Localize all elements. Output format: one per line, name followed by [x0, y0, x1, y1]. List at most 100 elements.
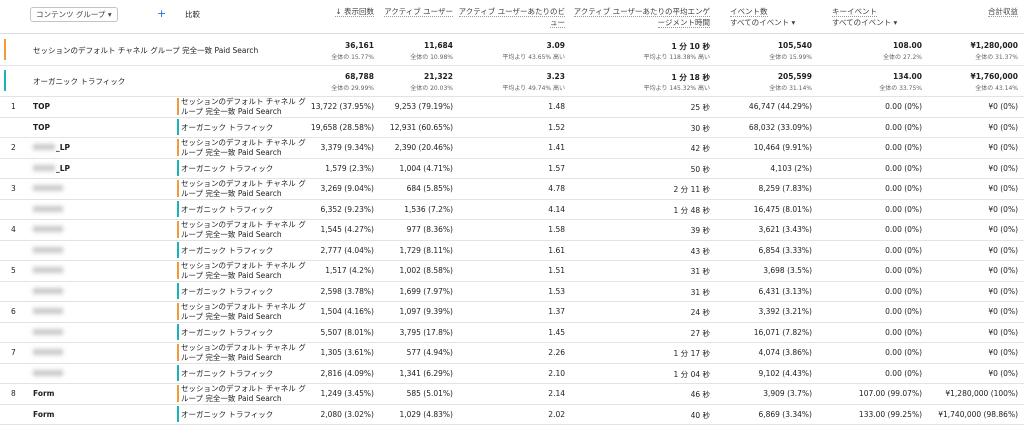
summary-value: 36,161	[345, 41, 374, 50]
channel-label: セッションのデフォルト チャネル グループ 完全一致 Paid Search	[181, 302, 306, 321]
metric-value: 10,464 (9.91%)	[753, 143, 812, 152]
metric-value: 40 秒	[690, 410, 710, 420]
metric-value: 19,658 (28.58%)	[310, 122, 374, 132]
channel-marker	[177, 221, 179, 238]
metric-value: ¥0 (0%)	[988, 327, 1018, 337]
metric-value: 1.45	[548, 327, 565, 337]
column-title[interactable]: ↓ 表示回数	[335, 7, 374, 17]
metric-value: 46,747 (44.29%)	[748, 102, 812, 111]
metric-value: 1.51	[548, 266, 565, 275]
metric-value: 684 (5.85%)	[406, 184, 453, 193]
summary-value: ¥1,760,000	[970, 72, 1018, 81]
metric-value: 0.00 (0%)	[885, 266, 922, 275]
column-header[interactable]: アクティブ ユーザーあたりのビュー	[457, 6, 565, 28]
metric-value: 8,259 (7.83%)	[758, 184, 812, 193]
metric-value: 1,729 (8.11%)	[399, 245, 453, 255]
metric-value: 2.10	[548, 368, 565, 378]
metric-value: 24 秒	[690, 308, 710, 317]
metric-value: ¥0 (0%)	[988, 102, 1018, 111]
data-row: _LP オーガニック トラフィック 1,579 (2.3%) 1,004 (4.71%…	[0, 158, 1024, 179]
metric-value: 1,504 (4.16%)	[320, 307, 374, 316]
column-filter[interactable]: すべてのイベント ▾	[832, 18, 898, 27]
data-row: オーガニック トラフィック 2,777 (4.04%) 1,729 (8.11%) 1…	[0, 240, 1024, 261]
metric-value: 16,071 (7.82%)	[753, 327, 812, 337]
column-title[interactable]: アクティブ ユーザーあたりの平均エンゲージメント時間	[573, 7, 710, 28]
column-header[interactable]: ↓ 表示回数	[316, 6, 374, 17]
metric-value: ¥0 (0%)	[988, 286, 1018, 296]
metric-value: 3,621 (3.43%)	[758, 225, 812, 234]
column-filter[interactable]: すべてのイベント ▾	[730, 18, 796, 27]
column-header[interactable]: アクティブ ユーザーあたりの平均エンゲージメント時間	[569, 6, 710, 28]
metric-value: 2.26	[548, 348, 565, 357]
metric-value: 977 (8.36%)	[406, 225, 453, 234]
metric-value: 0.00 (0%)	[885, 225, 922, 234]
summary-value: 105,540	[777, 41, 812, 50]
metric-value: 25 秒	[690, 103, 710, 112]
dimension-select[interactable]: コンテンツ グループ ▾	[30, 7, 118, 22]
column-title[interactable]: イベント数	[730, 7, 768, 17]
summary-sub: 全体の 31.37%	[975, 54, 1018, 61]
channel-marker	[177, 98, 179, 115]
column-title[interactable]: アクティブ ユーザーあたりのビュー	[458, 7, 565, 28]
redacted-name	[33, 308, 63, 314]
row-index: 6	[11, 307, 16, 316]
metric-value: ¥0 (0%)	[988, 163, 1018, 173]
metric-value: 12,931 (60.65%)	[389, 122, 453, 132]
summary-sub: 平均より 43.65% 高い	[502, 54, 565, 61]
metric-value: ¥0 (0%)	[988, 348, 1018, 357]
metric-value: 3,392 (3.21%)	[758, 307, 812, 316]
metric-value: 13,722 (37.95%)	[310, 102, 374, 111]
content-group: _LP	[56, 143, 71, 152]
channel-marker	[177, 200, 179, 217]
channel-marker	[177, 303, 179, 320]
column-header[interactable]: 合計収益	[926, 6, 1018, 17]
summary-value: 68,788	[345, 72, 374, 81]
column-title[interactable]: キーイベント	[832, 7, 877, 17]
row-index: 7	[11, 348, 16, 357]
data-row: 3 セッションのデフォルト チャネル グループ 完全一致 Paid Search 3…	[0, 178, 1024, 200]
metric-value: 2,816 (4.09%)	[320, 368, 374, 378]
metric-value: 0.00 (0%)	[885, 184, 922, 193]
metric-value: ¥1,740,000 (98.86%)	[938, 409, 1018, 419]
metric-value: 1 分 17 秒	[673, 349, 710, 358]
column-header[interactable]: キーイベント すべてのイベント ▾	[832, 6, 938, 28]
metric-value: 2,598 (3.78%)	[320, 286, 374, 296]
channel-label: セッションのデフォルト チャネル グループ 完全一致 Paid Search	[181, 343, 306, 362]
metric-value: 3,909 (3.7%)	[763, 389, 812, 398]
column-title[interactable]: 合計収益	[988, 7, 1018, 17]
metric-value: 4.78	[548, 184, 565, 193]
summary-value: 11,684	[424, 41, 453, 50]
data-row: 7 セッションのデフォルト チャネル グループ 完全一致 Paid Search 1…	[0, 342, 1024, 364]
metric-value: 3,379 (9.34%)	[320, 143, 374, 152]
channel-label: セッションのデフォルト チャネル グループ 完全一致 Paid Search	[181, 261, 306, 280]
add-button[interactable]: +	[157, 7, 167, 20]
content-group: TOP	[33, 102, 50, 111]
metric-value: 2,777 (4.04%)	[320, 245, 374, 255]
metric-value: 107.00 (99.07%)	[858, 389, 922, 398]
summary-sub: 全体の 31.14%	[769, 85, 812, 92]
channel-marker	[177, 282, 179, 299]
content-group: TOP	[33, 122, 50, 132]
metric-value: 0.00 (0%)	[885, 307, 922, 316]
data-row: 1 TOP セッションのデフォルト チャネル グループ 完全一致 Paid Sear…	[0, 96, 1024, 118]
redacted-name	[33, 349, 63, 355]
column-header[interactable]: イベント数 すべてのイベント ▾	[730, 6, 828, 28]
channel-marker	[177, 344, 179, 361]
summary-sub: 全体の 20.03%	[410, 85, 453, 92]
column-title[interactable]: アクティブ ユーザー	[384, 7, 453, 17]
summary-value: 134.00	[893, 72, 922, 81]
summary-label: セッションのデフォルト チャネル グループ 完全一致 Paid Search	[33, 46, 259, 55]
metric-value: 42 秒	[690, 144, 710, 153]
redacted-name	[33, 226, 63, 232]
redacted-name	[33, 328, 63, 335]
redacted-name	[33, 246, 63, 253]
content-group: _LP	[56, 163, 71, 173]
metric-value: 1,536 (7.2%)	[404, 204, 453, 214]
metric-value: 0.00 (0%)	[885, 143, 922, 152]
summary-row: オーガニック トラフィック 68,788 全体の 29.99% 21,322 全体の 2…	[0, 65, 1024, 97]
metric-value: 9,102 (4.43%)	[758, 368, 812, 378]
metric-value: 1.52	[548, 122, 565, 132]
column-header[interactable]: アクティブ ユーザー	[378, 6, 453, 17]
channel-label: オーガニック トラフィック	[181, 286, 274, 296]
row-index: 2	[11, 143, 16, 152]
